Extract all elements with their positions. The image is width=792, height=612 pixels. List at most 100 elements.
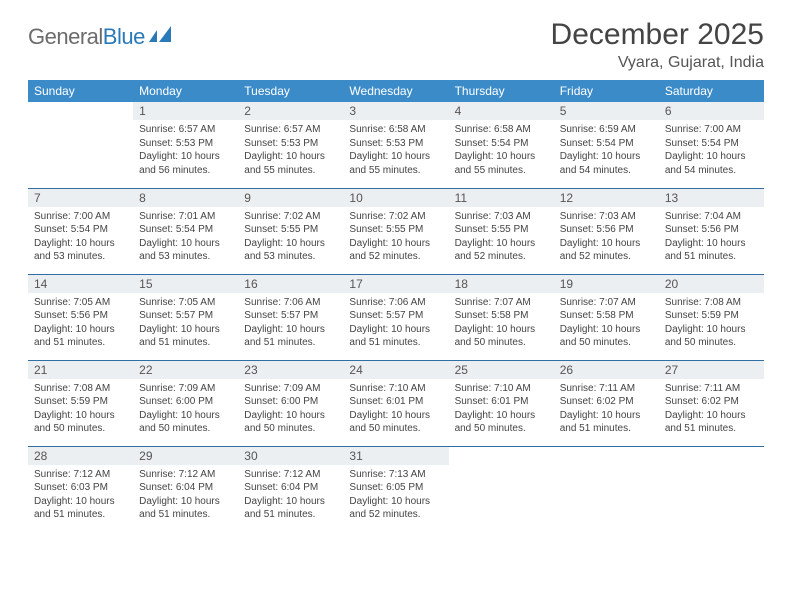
day-details: Sunrise: 7:07 AMSunset: 5:58 PMDaylight:… — [449, 293, 554, 356]
day-number: 27 — [659, 361, 764, 379]
location: Vyara, Gujarat, India — [551, 54, 764, 72]
weekday-header: Tuesday — [238, 80, 343, 102]
header: GeneralBlue December 2025 Vyara, Gujarat… — [28, 18, 764, 72]
day-cell: 26Sunrise: 7:11 AMSunset: 6:02 PMDayligh… — [554, 360, 659, 446]
empty-cell — [659, 446, 764, 532]
day-cell: 5Sunrise: 6:59 AMSunset: 5:54 PMDaylight… — [554, 102, 659, 188]
day-number: 19 — [554, 275, 659, 293]
day-cell: 10Sunrise: 7:02 AMSunset: 5:55 PMDayligh… — [343, 188, 448, 274]
day-details: Sunrise: 7:10 AMSunset: 6:01 PMDaylight:… — [449, 379, 554, 442]
day-details: Sunrise: 7:10 AMSunset: 6:01 PMDaylight:… — [343, 379, 448, 442]
day-details: Sunrise: 7:05 AMSunset: 5:56 PMDaylight:… — [28, 293, 133, 356]
day-number: 28 — [28, 447, 133, 465]
day-cell: 20Sunrise: 7:08 AMSunset: 5:59 PMDayligh… — [659, 274, 764, 360]
brand-name-gray: General — [28, 24, 103, 49]
day-number: 2 — [238, 102, 343, 120]
weekday-header: Saturday — [659, 80, 764, 102]
day-details: Sunrise: 7:13 AMSunset: 6:05 PMDaylight:… — [343, 465, 448, 528]
month-title: December 2025 — [551, 18, 764, 52]
day-details: Sunrise: 6:59 AMSunset: 5:54 PMDaylight:… — [554, 120, 659, 183]
brand-logo: GeneralBlue — [28, 18, 175, 50]
day-cell: 19Sunrise: 7:07 AMSunset: 5:58 PMDayligh… — [554, 274, 659, 360]
day-cell: 11Sunrise: 7:03 AMSunset: 5:55 PMDayligh… — [449, 188, 554, 274]
empty-cell — [449, 446, 554, 532]
day-details: Sunrise: 7:04 AMSunset: 5:56 PMDaylight:… — [659, 207, 764, 270]
day-number: 15 — [133, 275, 238, 293]
day-details: Sunrise: 7:12 AMSunset: 6:04 PMDaylight:… — [238, 465, 343, 528]
day-details: Sunrise: 7:07 AMSunset: 5:58 PMDaylight:… — [554, 293, 659, 356]
day-number: 13 — [659, 189, 764, 207]
day-details: Sunrise: 7:11 AMSunset: 6:02 PMDaylight:… — [554, 379, 659, 442]
calendar-page: GeneralBlue December 2025 Vyara, Gujarat… — [0, 0, 792, 550]
day-number: 12 — [554, 189, 659, 207]
day-cell: 9Sunrise: 7:02 AMSunset: 5:55 PMDaylight… — [238, 188, 343, 274]
weekday-header: Wednesday — [343, 80, 448, 102]
day-number: 16 — [238, 275, 343, 293]
day-cell: 22Sunrise: 7:09 AMSunset: 6:00 PMDayligh… — [133, 360, 238, 446]
day-details: Sunrise: 7:06 AMSunset: 5:57 PMDaylight:… — [343, 293, 448, 356]
day-number: 9 — [238, 189, 343, 207]
day-cell: 27Sunrise: 7:11 AMSunset: 6:02 PMDayligh… — [659, 360, 764, 446]
day-cell: 8Sunrise: 7:01 AMSunset: 5:54 PMDaylight… — [133, 188, 238, 274]
day-number: 26 — [554, 361, 659, 379]
day-number: 18 — [449, 275, 554, 293]
day-details: Sunrise: 7:02 AMSunset: 5:55 PMDaylight:… — [238, 207, 343, 270]
day-number: 5 — [554, 102, 659, 120]
calendar-row: 7Sunrise: 7:00 AMSunset: 5:54 PMDaylight… — [28, 188, 764, 274]
weekday-header: Friday — [554, 80, 659, 102]
calendar-row: 28Sunrise: 7:12 AMSunset: 6:03 PMDayligh… — [28, 446, 764, 532]
calendar-row: 14Sunrise: 7:05 AMSunset: 5:56 PMDayligh… — [28, 274, 764, 360]
day-number: 8 — [133, 189, 238, 207]
day-number: 31 — [343, 447, 448, 465]
day-details: Sunrise: 6:57 AMSunset: 5:53 PMDaylight:… — [133, 120, 238, 183]
day-number: 10 — [343, 189, 448, 207]
day-number: 25 — [449, 361, 554, 379]
day-details: Sunrise: 7:00 AMSunset: 5:54 PMDaylight:… — [28, 207, 133, 270]
brand-name: GeneralBlue — [28, 24, 145, 50]
empty-cell — [28, 102, 133, 188]
day-cell: 28Sunrise: 7:12 AMSunset: 6:03 PMDayligh… — [28, 446, 133, 532]
day-cell: 16Sunrise: 7:06 AMSunset: 5:57 PMDayligh… — [238, 274, 343, 360]
day-number: 29 — [133, 447, 238, 465]
day-cell: 30Sunrise: 7:12 AMSunset: 6:04 PMDayligh… — [238, 446, 343, 532]
day-number: 3 — [343, 102, 448, 120]
day-cell: 31Sunrise: 7:13 AMSunset: 6:05 PMDayligh… — [343, 446, 448, 532]
day-number: 17 — [343, 275, 448, 293]
calendar-table: Sunday Monday Tuesday Wednesday Thursday… — [28, 80, 764, 532]
day-cell: 25Sunrise: 7:10 AMSunset: 6:01 PMDayligh… — [449, 360, 554, 446]
day-number: 30 — [238, 447, 343, 465]
day-number: 4 — [449, 102, 554, 120]
empty-cell — [554, 446, 659, 532]
day-cell: 21Sunrise: 7:08 AMSunset: 5:59 PMDayligh… — [28, 360, 133, 446]
day-cell: 1Sunrise: 6:57 AMSunset: 5:53 PMDaylight… — [133, 102, 238, 188]
day-details: Sunrise: 7:09 AMSunset: 6:00 PMDaylight:… — [133, 379, 238, 442]
day-cell: 17Sunrise: 7:06 AMSunset: 5:57 PMDayligh… — [343, 274, 448, 360]
calendar-body: 1Sunrise: 6:57 AMSunset: 5:53 PMDaylight… — [28, 102, 764, 532]
day-details: Sunrise: 7:03 AMSunset: 5:55 PMDaylight:… — [449, 207, 554, 270]
day-number: 7 — [28, 189, 133, 207]
day-details: Sunrise: 7:00 AMSunset: 5:54 PMDaylight:… — [659, 120, 764, 183]
weekday-header: Thursday — [449, 80, 554, 102]
day-number: 21 — [28, 361, 133, 379]
day-number: 14 — [28, 275, 133, 293]
day-cell: 18Sunrise: 7:07 AMSunset: 5:58 PMDayligh… — [449, 274, 554, 360]
day-details: Sunrise: 7:05 AMSunset: 5:57 PMDaylight:… — [133, 293, 238, 356]
weekday-header: Monday — [133, 80, 238, 102]
day-details: Sunrise: 7:01 AMSunset: 5:54 PMDaylight:… — [133, 207, 238, 270]
brand-name-blue: Blue — [103, 24, 145, 49]
day-cell: 3Sunrise: 6:58 AMSunset: 5:53 PMDaylight… — [343, 102, 448, 188]
weekday-header-row: Sunday Monday Tuesday Wednesday Thursday… — [28, 80, 764, 102]
day-number: 20 — [659, 275, 764, 293]
day-number: 6 — [659, 102, 764, 120]
calendar-row: 1Sunrise: 6:57 AMSunset: 5:53 PMDaylight… — [28, 102, 764, 188]
day-number: 11 — [449, 189, 554, 207]
day-details: Sunrise: 7:08 AMSunset: 5:59 PMDaylight:… — [659, 293, 764, 356]
day-details: Sunrise: 7:08 AMSunset: 5:59 PMDaylight:… — [28, 379, 133, 442]
day-cell: 6Sunrise: 7:00 AMSunset: 5:54 PMDaylight… — [659, 102, 764, 188]
day-number: 1 — [133, 102, 238, 120]
day-cell: 23Sunrise: 7:09 AMSunset: 6:00 PMDayligh… — [238, 360, 343, 446]
day-details: Sunrise: 7:06 AMSunset: 5:57 PMDaylight:… — [238, 293, 343, 356]
day-number: 22 — [133, 361, 238, 379]
day-cell: 14Sunrise: 7:05 AMSunset: 5:56 PMDayligh… — [28, 274, 133, 360]
day-details: Sunrise: 7:09 AMSunset: 6:00 PMDaylight:… — [238, 379, 343, 442]
